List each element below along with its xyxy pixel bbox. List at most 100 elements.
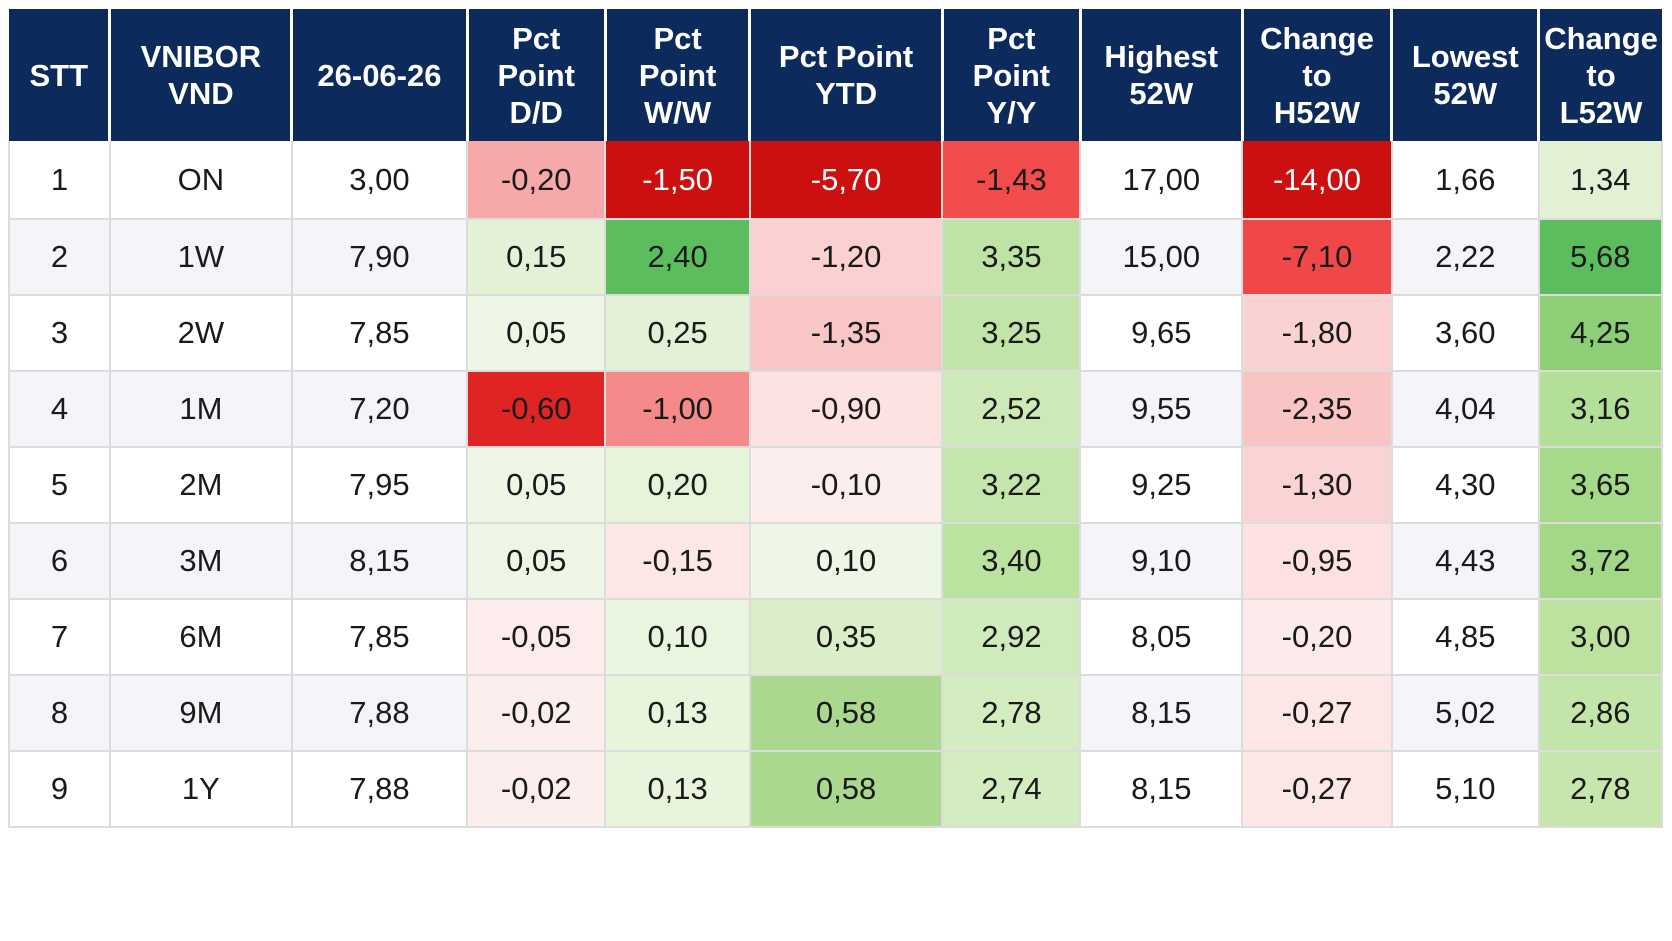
header-highest-52w: Highest 52W xyxy=(1080,9,1244,141)
header-change-to-l52w: Change to L52W xyxy=(1538,9,1662,141)
pct-point-ww-cell: -1,00 xyxy=(605,371,751,448)
tenor-cell: 1Y xyxy=(109,751,293,828)
table-row: 3 2W 7,85 0,05 0,25 -1,35 3,25 9,65 -1,80 3,60 4,2… xyxy=(8,295,1664,372)
change-to-l52w-cell: 1,34 xyxy=(1538,141,1664,220)
stt-cell: 7 xyxy=(8,599,111,676)
lowest-52w-cell: 1,66 xyxy=(1391,141,1540,220)
header-stt: STT xyxy=(9,9,112,141)
stt-cell: 6 xyxy=(8,523,111,600)
change-to-l52w-cell: 5,68 xyxy=(1538,219,1664,296)
pct-point-ytd-cell: -0,10 xyxy=(749,447,944,524)
pct-point-ww-cell: 0,25 xyxy=(605,295,751,372)
tenor-cell: ON xyxy=(109,141,293,220)
pct-point-yy-cell: 3,25 xyxy=(942,295,1082,372)
pct-point-yy-cell: 3,35 xyxy=(942,219,1082,296)
tenor-cell: 1W xyxy=(109,219,293,296)
change-to-l52w-cell: 2,78 xyxy=(1538,751,1664,828)
pct-point-dd-cell: 0,05 xyxy=(467,523,607,600)
tenor-cell: 9M xyxy=(109,675,293,752)
highest-52w-cell: 9,55 xyxy=(1080,371,1244,448)
lowest-52w-cell: 5,10 xyxy=(1391,751,1540,828)
pct-point-yy-cell: -1,43 xyxy=(942,141,1082,220)
rate-cell: 3,00 xyxy=(291,141,469,220)
highest-52w-cell: 8,15 xyxy=(1080,675,1244,752)
pct-point-dd-cell: -0,60 xyxy=(467,371,607,448)
header-change-to-h52w: Change to H52W xyxy=(1242,9,1394,141)
pct-point-dd-cell: -0,02 xyxy=(467,675,607,752)
table-row: 2 1W 7,90 0,15 2,40 -1,20 3,35 15,00 -7,10 2,22 5,… xyxy=(8,219,1664,296)
pct-point-yy-cell: 2,92 xyxy=(942,599,1082,676)
rate-cell: 7,95 xyxy=(291,447,469,524)
stt-cell: 4 xyxy=(8,371,111,448)
rate-cell: 8,15 xyxy=(291,523,469,600)
pct-point-dd-cell: -0,02 xyxy=(467,751,607,828)
header-row: STT VNIBOR VND 26-06-26 Pct Point D/D Pct Po… xyxy=(9,9,1662,141)
lowest-52w-cell: 4,30 xyxy=(1391,447,1540,524)
pct-point-ww-cell: 0,10 xyxy=(605,599,751,676)
pct-point-ytd-cell: -1,20 xyxy=(749,219,944,296)
change-to-l52w-cell: 3,72 xyxy=(1538,523,1664,600)
highest-52w-cell: 8,05 xyxy=(1080,599,1244,676)
pct-point-yy-cell: 3,40 xyxy=(942,523,1082,600)
tenor-cell: 2W xyxy=(109,295,293,372)
change-to-h52w-cell: -0,20 xyxy=(1242,599,1393,676)
pct-point-dd-cell: 0,15 xyxy=(467,219,607,296)
stt-cell: 2 xyxy=(8,219,111,296)
highest-52w-cell: 9,65 xyxy=(1080,295,1244,372)
pct-point-ww-cell: 0,13 xyxy=(605,675,751,752)
pct-point-yy-cell: 2,74 xyxy=(942,751,1082,828)
rate-cell: 7,85 xyxy=(291,599,469,676)
table-row: 8 9M 7,88 -0,02 0,13 0,58 2,78 8,15 -0,27 5,02 2,8… xyxy=(8,675,1664,752)
pct-point-ytd-cell: -5,70 xyxy=(749,141,944,220)
lowest-52w-cell: 2,22 xyxy=(1391,219,1540,296)
header-pct-point-dd: Pct Point D/D xyxy=(467,9,607,141)
table-row: 6 3M 8,15 0,05 -0,15 0,10 3,40 9,10 -0,95 4,43 3,7… xyxy=(8,523,1664,600)
pct-point-dd-cell: 0,05 xyxy=(467,447,607,524)
pct-point-dd-cell: -0,05 xyxy=(467,599,607,676)
pct-point-yy-cell: 3,22 xyxy=(942,447,1082,524)
pct-point-ww-cell: -0,15 xyxy=(605,523,751,600)
lowest-52w-cell: 3,60 xyxy=(1391,295,1540,372)
lowest-52w-cell: 4,43 xyxy=(1391,523,1540,600)
change-to-h52w-cell: -2,35 xyxy=(1242,371,1393,448)
pct-point-ytd-cell: 0,58 xyxy=(749,675,944,752)
rate-cell: 7,88 xyxy=(291,675,469,752)
highest-52w-cell: 8,15 xyxy=(1080,751,1244,828)
pct-point-ww-cell: 0,20 xyxy=(605,447,751,524)
change-to-h52w-cell: -7,10 xyxy=(1242,219,1393,296)
header-pct-point-ww: Pct Point W/W xyxy=(605,9,752,141)
table-row: 9 1Y 7,88 -0,02 0,13 0,58 2,74 8,15 -0,27 5,10 2,7… xyxy=(8,751,1664,828)
change-to-l52w-cell: 3,65 xyxy=(1538,447,1664,524)
change-to-l52w-cell: 4,25 xyxy=(1538,295,1664,372)
header-date: 26-06-26 xyxy=(291,9,469,141)
table-header: STT VNIBOR VND 26-06-26 Pct Point D/D Pct Po… xyxy=(9,9,1662,141)
lowest-52w-cell: 5,02 xyxy=(1391,675,1540,752)
tenor-cell: 1M xyxy=(109,371,293,448)
rate-cell: 7,85 xyxy=(291,295,469,372)
change-to-h52w-cell: -0,27 xyxy=(1242,751,1393,828)
change-to-l52w-cell: 3,00 xyxy=(1538,599,1664,676)
change-to-h52w-cell: -1,30 xyxy=(1242,447,1393,524)
vnibor-rates-table: STT VNIBOR VND 26-06-26 Pct Point D/D Pct Po… xyxy=(8,9,1664,828)
change-to-h52w-cell: -0,95 xyxy=(1242,523,1393,600)
lowest-52w-cell: 4,04 xyxy=(1391,371,1540,448)
pct-point-yy-cell: 2,78 xyxy=(942,675,1082,752)
stt-cell: 5 xyxy=(8,447,111,524)
stt-cell: 8 xyxy=(8,675,111,752)
tenor-cell: 6M xyxy=(109,599,293,676)
pct-point-dd-cell: -0,20 xyxy=(467,141,607,220)
pct-point-ww-cell: 0,13 xyxy=(605,751,751,828)
table-row: 5 2M 7,95 0,05 0,20 -0,10 3,22 9,25 -1,30 4,30 3,6… xyxy=(8,447,1664,524)
change-to-h52w-cell: -1,80 xyxy=(1242,295,1393,372)
header-vnibor-vnd: VNIBOR VND xyxy=(109,9,294,141)
change-to-l52w-cell: 3,16 xyxy=(1538,371,1664,448)
highest-52w-cell: 17,00 xyxy=(1080,141,1244,220)
rate-cell: 7,90 xyxy=(291,219,469,296)
highest-52w-cell: 9,25 xyxy=(1080,447,1244,524)
pct-point-dd-cell: 0,05 xyxy=(467,295,607,372)
pct-point-ytd-cell: 0,10 xyxy=(749,523,944,600)
highest-52w-cell: 15,00 xyxy=(1080,219,1244,296)
tenor-cell: 2M xyxy=(109,447,293,524)
pct-point-ytd-cell: 0,58 xyxy=(749,751,944,828)
pct-point-ytd-cell: 0,35 xyxy=(749,599,944,676)
